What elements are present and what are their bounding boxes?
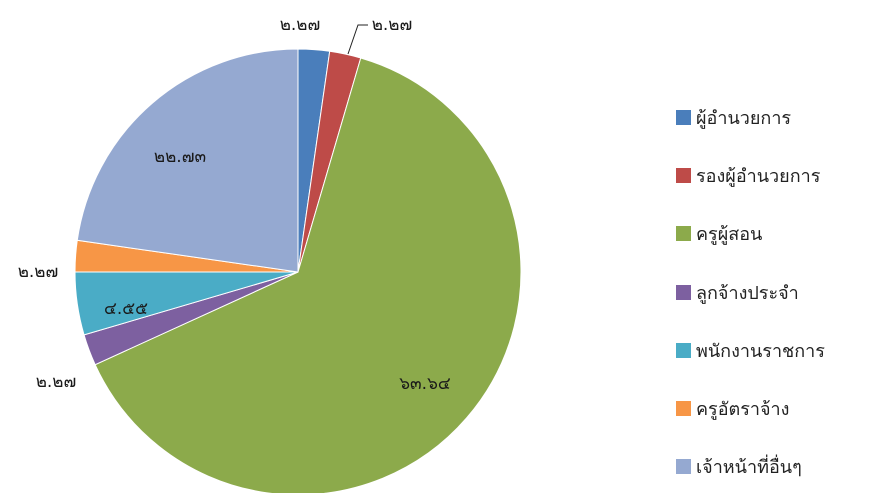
legend-item: ครูอัตราจ้าง	[676, 379, 825, 437]
data-label: ๒๒.๗๓	[154, 147, 206, 167]
legend-label: ลูกจ้างประจำ	[696, 282, 799, 304]
legend-label: พนักงานราชการ	[696, 340, 825, 362]
data-label: ๒.๒๗	[372, 15, 413, 35]
legend-item: ลูกจ้างประจำ	[676, 263, 825, 321]
legend-item: ครูผู้สอน	[676, 205, 825, 263]
legend-label: ครูผู้สอน	[696, 224, 763, 246]
pie-slice	[76, 48, 299, 273]
legend-label: รองผู้อำนวยการ	[696, 165, 821, 187]
data-label: ๒.๒๗	[36, 372, 77, 392]
legend-item: เจ้าหน้าที่อื่นๆ	[676, 438, 825, 496]
data-label: ๒.๒๗	[18, 262, 59, 282]
legend: ผู้อำนวยการ รองผู้อำนวยการ ครูผู้สอน ลูก…	[676, 88, 825, 496]
legend-label: ครูอัตราจ้าง	[696, 399, 790, 421]
legend-swatch	[676, 284, 691, 300]
data-label: ๖๓.๖๔	[399, 374, 451, 394]
legend-swatch	[676, 401, 691, 417]
legend-label: ผู้อำนวยการ	[696, 107, 792, 129]
legend-swatch	[676, 459, 691, 475]
legend-label: เจ้าหน้าที่อื่นๆ	[696, 457, 802, 479]
legend-item: พนักงานราชการ	[676, 321, 825, 379]
legend-swatch	[676, 109, 691, 125]
legend-swatch	[676, 167, 691, 183]
legend-swatch	[676, 342, 691, 358]
pie-slice	[94, 57, 522, 493]
data-label: ๒.๒๗	[280, 15, 321, 35]
leader-line	[347, 24, 368, 55]
legend-item: ผู้อำนวยการ	[676, 88, 825, 146]
legend-swatch	[676, 226, 691, 242]
legend-item: รองผู้อำนวยการ	[676, 146, 825, 204]
data-label: ๔.๕๕	[104, 299, 148, 319]
